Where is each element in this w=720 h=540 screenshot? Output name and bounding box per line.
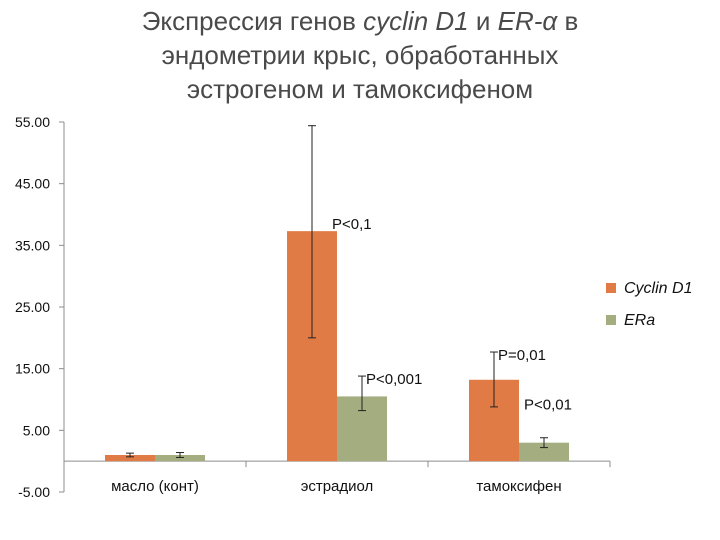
- y-tick-label: 15.00: [15, 361, 50, 377]
- bar-era: [155, 455, 205, 462]
- chart-title: Экспрессия генов cyclin D1 и ER-α в эндо…: [60, 4, 660, 106]
- bar-era: [519, 442, 569, 462]
- y-tick-label: 55.00: [15, 114, 50, 130]
- gene-er: ER-α: [497, 6, 558, 36]
- title-line-2: эндометрии крыс, обработанных: [161, 40, 559, 70]
- title-line-3: эстрогеном и тамоксифеном: [186, 74, 534, 104]
- y-tick-label: 35.00: [15, 237, 50, 253]
- legend-label: ERa: [624, 312, 655, 329]
- x-category-label: эстрадиол: [301, 478, 374, 495]
- legend-swatch: [606, 315, 616, 325]
- title-line-1: Экспрессия генов cyclin D1 и ER-α в: [141, 6, 579, 36]
- y-tick-label: -5.00: [18, 484, 50, 500]
- legend-swatch: [606, 283, 616, 293]
- legend-label: Cyclin D1: [624, 280, 692, 297]
- p-value-annotation: P<0,001: [366, 371, 422, 388]
- p-value-annotation: P<0,1: [332, 216, 372, 233]
- y-tick-label: 5.00: [23, 422, 50, 438]
- gene-cyclin: cyclin D1: [363, 6, 469, 36]
- x-category-label: масло (конт): [111, 478, 199, 495]
- y-tick-label: 45.00: [15, 176, 50, 192]
- p-value-annotation: P=0,01: [498, 347, 546, 364]
- bar-cyclin-d1: [105, 455, 155, 462]
- x-category-label: тамоксифен: [476, 478, 561, 495]
- y-tick-label: 25.00: [15, 299, 50, 315]
- p-value-annotation: P<0,01: [524, 397, 572, 414]
